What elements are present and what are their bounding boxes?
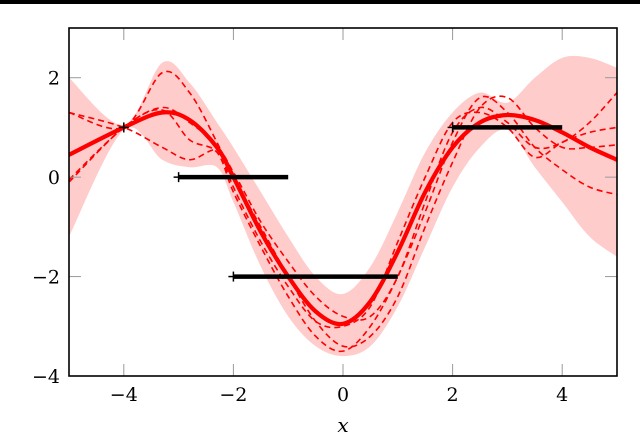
x-tick-label: −4 <box>110 384 138 406</box>
mean-path <box>69 110 617 327</box>
sample-path-2 <box>69 95 617 353</box>
confidence-band <box>69 55 617 357</box>
tick-labels: −4 −2 0 2 4 −4 −2 0 2 <box>32 68 568 406</box>
posterior-samples <box>69 70 617 353</box>
confidence-band-area <box>69 55 617 357</box>
y-tick-label: 2 <box>48 68 60 90</box>
sample-path-4 <box>69 106 617 329</box>
plot-frame <box>68 27 618 377</box>
x-tick-label: 2 <box>447 384 459 406</box>
x-tick-label: 4 <box>556 384 568 406</box>
y-tick-label: 0 <box>48 167 60 189</box>
top-border-bar <box>0 0 640 4</box>
y-tick-label: −4 <box>32 366 60 388</box>
x-tick-label: 0 <box>337 384 349 406</box>
sample-path-1 <box>69 70 617 348</box>
observation-intervals <box>118 122 563 282</box>
posterior-mean-line <box>69 110 617 327</box>
x-tick-label: −2 <box>219 384 247 406</box>
sample-path-3 <box>69 92 617 321</box>
x-axis-label: x <box>337 413 348 437</box>
y-tick-label: −2 <box>32 267 60 289</box>
